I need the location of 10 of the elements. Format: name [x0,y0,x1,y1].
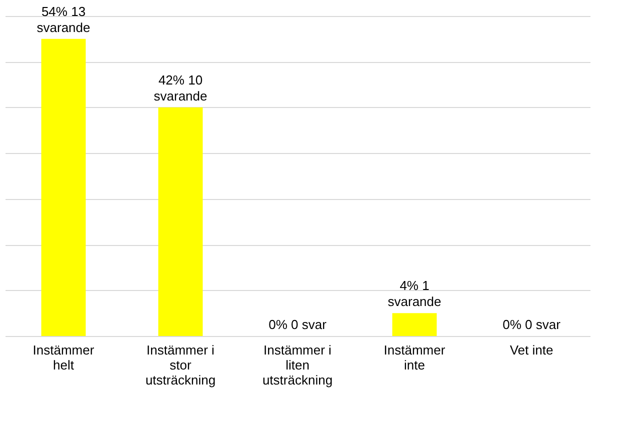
x-tick-label: Instämmer inte [384,342,446,372]
data-label: 4% 1 svarande [388,278,442,310]
data-label: 54% 13 svarande [36,4,90,35]
x-tick-label: Instämmer i stor utsträckning [145,342,216,388]
data-label: 42% 10 svarande [154,72,208,104]
x-tick-label: Instämmer helt [32,342,95,372]
x-tick-label: Vet inte [510,342,554,358]
x-tick-label: Instämmer i liten utsträckning [262,342,333,388]
data-label: 0% 0 svar [502,317,562,332]
data-label: 0% 0 svar [268,317,328,332]
